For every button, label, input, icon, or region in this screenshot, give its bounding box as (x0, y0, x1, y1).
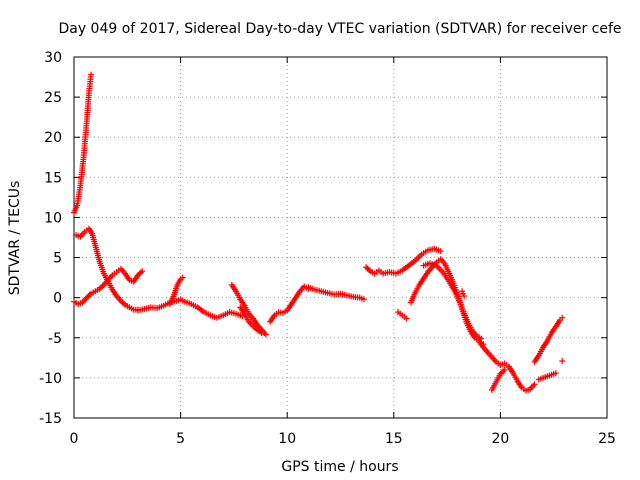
data-point (501, 366, 508, 373)
series-segment-second-fall (420, 260, 485, 342)
y-tick-label: 10 (44, 210, 62, 226)
y-tick-label: 0 (53, 291, 62, 307)
data-point (531, 381, 538, 388)
series-segment-spike-5 (166, 274, 186, 308)
data-markers (71, 71, 566, 394)
series-segment-morning-trough (134, 296, 246, 321)
series-segment-spike-18 (459, 288, 468, 300)
plot-frame (73, 56, 608, 419)
data-point (437, 248, 444, 255)
y-axis-label: SDTVAR / TECUs (7, 181, 23, 296)
series-segment-late-rise (476, 337, 538, 394)
data-point (139, 268, 146, 275)
data-point (88, 71, 95, 78)
y-tick-label: 15 (44, 170, 62, 186)
series-segment-late-fall (488, 366, 508, 393)
grid-lines (74, 57, 607, 418)
y-tick-label: -10 (39, 371, 62, 387)
x-tick-label: 0 (70, 431, 79, 447)
x-tick-label: 20 (491, 431, 509, 447)
series-segment-early-rise (71, 265, 146, 308)
y-tick-label: 20 (44, 130, 62, 146)
chart-title: Day 049 of 2017, Sidereal Day-to-day VTE… (58, 21, 621, 37)
x-tick-label: 10 (278, 431, 296, 447)
data-point (403, 315, 410, 322)
data-point (461, 293, 468, 300)
axis-ticks: 0 5 10 15 20 25 -15 -10 -5 0 5 10 15 20 25 30 (39, 50, 616, 447)
data-point (262, 331, 269, 338)
y-tick-label: -15 (39, 411, 62, 427)
y-tick-label: 25 (44, 90, 62, 106)
series-segment-early-bump (73, 225, 141, 313)
series-segment-steep-rise (71, 71, 95, 216)
data-point (552, 370, 559, 377)
x-tick-label: 15 (385, 431, 403, 447)
series-segment-dip-9 (237, 304, 265, 336)
series-segment-recovery-10 (267, 283, 312, 325)
x-tick-label: 5 (176, 431, 185, 447)
data-point (179, 274, 186, 281)
data-point (559, 358, 566, 365)
data-point (258, 329, 265, 336)
data-point (559, 314, 566, 321)
y-tick-label: 5 (53, 251, 62, 267)
y-tick-label: 30 (44, 50, 62, 66)
x-tick-label: 25 (598, 431, 616, 447)
x-axis-label: GPS time / hours (281, 459, 398, 475)
series-segment-final-point (559, 358, 566, 365)
series-segment-flat-12 (305, 284, 367, 303)
series-segment-evening-fall (228, 281, 269, 338)
series-segment-final-low (535, 370, 559, 383)
y-tick-label: -5 (48, 331, 62, 347)
series-segment-final-rise (531, 314, 566, 365)
series-segment-small-dip-15 (395, 309, 410, 322)
series-segment-afternoon-bump (363, 245, 444, 277)
data-point (360, 296, 367, 303)
